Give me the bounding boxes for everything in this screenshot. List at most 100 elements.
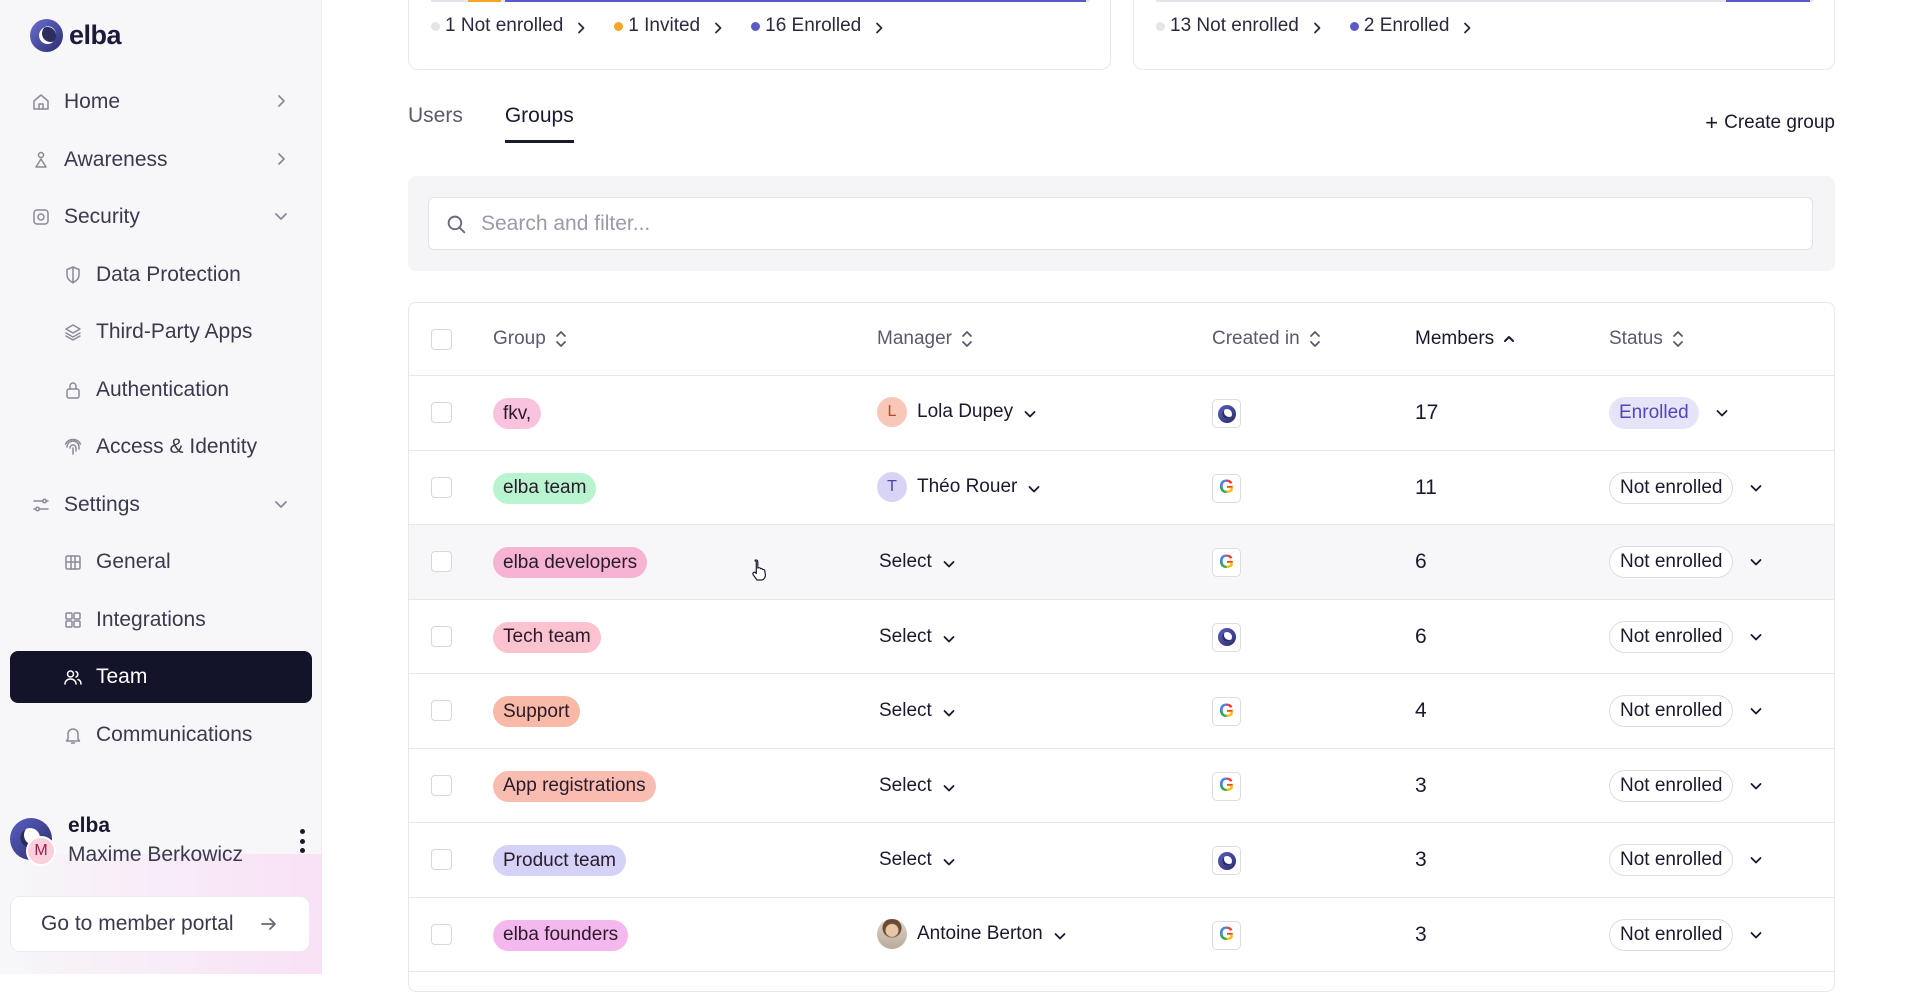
sidebar-item-awareness[interactable]: Awareness xyxy=(10,134,312,186)
chevron-down-icon xyxy=(942,853,956,867)
member-count: 4 xyxy=(1415,699,1427,722)
status-select[interactable]: Not enrolled xyxy=(1609,769,1763,802)
sidebar-item-label: Team xyxy=(96,665,148,688)
search-input[interactable] xyxy=(481,211,1812,236)
enrollment-legend-label: 1 Invited xyxy=(628,15,701,36)
member-count: 6 xyxy=(1415,550,1427,573)
table-row[interactable]: Product team Select 3 Not enrolled xyxy=(409,823,1834,898)
table-row[interactable]: fkv, L Lola Dupey 17 Enrolled xyxy=(409,376,1834,451)
status-select[interactable]: Not enrolled xyxy=(1609,695,1763,727)
column-status[interactable]: Status xyxy=(1609,328,1685,350)
row-checkbox[interactable] xyxy=(431,402,452,423)
elba-icon xyxy=(1217,851,1236,870)
google-icon: G xyxy=(1219,700,1234,722)
group-name-pill: elba founders xyxy=(493,919,629,951)
sidebar-item-access-identity[interactable]: Access & Identity xyxy=(10,421,312,473)
google-icon: G xyxy=(1219,924,1234,945)
chevron-down-icon xyxy=(272,495,290,513)
row-checkbox[interactable] xyxy=(431,625,452,647)
enrollment-legend-item[interactable]: 1 Invited xyxy=(614,15,725,37)
table-row[interactable]: elba team T Théo Rouer G 11 Not enrolled xyxy=(409,451,1834,525)
sidebar-item-integrations[interactable]: Integrations xyxy=(10,594,312,646)
group-name-pill: elba developers xyxy=(493,547,648,578)
search-icon xyxy=(447,215,466,234)
enrollment-legend-item[interactable]: 13 Not enrolled xyxy=(1156,15,1324,37)
google-icon: G xyxy=(1219,775,1234,796)
sidebar-item-data-protection[interactable]: Data Protection xyxy=(10,249,312,301)
shield-icon xyxy=(62,264,84,286)
manager-select[interactable]: Select xyxy=(879,849,956,871)
search-box[interactable] xyxy=(428,197,1813,250)
sidebar-item-communications[interactable]: Communications xyxy=(10,709,312,761)
enrollment-legend-item[interactable]: 1 Not enrolled xyxy=(431,15,588,37)
manager-avatar: T xyxy=(877,471,907,502)
sidebar-item-label: Authentication xyxy=(96,377,230,401)
status-select[interactable]: Not enrolled xyxy=(1609,471,1763,504)
member-portal-label: Go to member portal xyxy=(41,912,234,935)
table-row[interactable]: App registrations Select G 3 Not enrolled xyxy=(409,749,1834,823)
status-select[interactable]: Not enrolled xyxy=(1609,844,1763,876)
elba-icon xyxy=(1217,404,1236,423)
manager-avatar: L xyxy=(877,397,907,427)
tab-groups[interactable]: Groups xyxy=(504,104,574,143)
sidebar-item-label: Data Protection xyxy=(96,262,241,286)
chevron-down-icon xyxy=(942,630,956,644)
manager-select[interactable]: T Théo Rouer xyxy=(877,471,1041,502)
create-group-button[interactable]: + Create group xyxy=(1705,112,1835,134)
sidebar-item-authentication[interactable]: Authentication xyxy=(10,364,312,416)
manager-select[interactable]: L Lola Dupey xyxy=(877,397,1037,427)
enrollment-legend-item[interactable]: 16 Enrolled xyxy=(751,15,886,37)
tab-users[interactable]: Users xyxy=(408,104,463,127)
manager-select[interactable]: Select xyxy=(879,626,956,648)
column-created-in[interactable]: Created in xyxy=(1212,328,1322,350)
member-portal-button[interactable]: Go to member portal xyxy=(10,896,310,952)
member-count: 3 xyxy=(1415,848,1427,871)
status-select[interactable]: Not enrolled xyxy=(1609,918,1763,951)
column-members[interactable]: Members xyxy=(1415,328,1516,350)
enrollment-legend-label: 13 Not enrolled xyxy=(1170,15,1299,36)
chevron-right-icon xyxy=(711,19,725,34)
manager-select[interactable]: Select xyxy=(879,775,956,797)
sidebar-item-settings[interactable]: Settings xyxy=(10,479,312,531)
group-name-pill: Product team xyxy=(493,845,626,876)
chevron-right-icon xyxy=(1460,19,1474,34)
sidebar-item-third-party-apps[interactable]: Third-Party Apps xyxy=(10,306,312,358)
table-row[interactable]: Support Select G 4 Not enrolled xyxy=(409,674,1834,749)
select-all-checkbox[interactable] xyxy=(431,329,452,350)
status-select[interactable]: Not enrolled xyxy=(1609,620,1763,653)
column-group-label: Group xyxy=(493,328,546,349)
sidebar-item-label: General xyxy=(96,550,171,573)
table-row[interactable]: elba founders Antoine Berton G 3 Not enrolle… xyxy=(409,898,1834,972)
table-row[interactable]: Tech team Select 6 Not enrolled xyxy=(409,600,1834,674)
row-checkbox[interactable] xyxy=(431,476,452,498)
group-name-pill: fkv, xyxy=(493,398,542,429)
status-select[interactable]: Not enrolled xyxy=(1609,546,1763,578)
row-checkbox[interactable] xyxy=(431,923,452,945)
row-checkbox[interactable] xyxy=(431,849,452,870)
column-manager[interactable]: Manager xyxy=(877,328,974,350)
row-checkbox[interactable] xyxy=(431,774,452,796)
row-checkbox[interactable] xyxy=(431,551,452,572)
elba-logo[interactable]: elba xyxy=(30,19,122,52)
sidebar-item-general[interactable]: General xyxy=(10,536,312,588)
column-manager-label: Manager xyxy=(877,328,952,349)
table-row[interactable]: elba developers Select G 6 Not enrolled xyxy=(409,525,1834,600)
sort-icon xyxy=(555,331,566,347)
sidebar-item-security[interactable]: Security xyxy=(10,191,312,243)
more-options-icon[interactable] xyxy=(292,826,312,856)
status-select[interactable]: Enrolled xyxy=(1609,397,1729,429)
row-checkbox[interactable] xyxy=(431,700,452,721)
user-profile[interactable]: M elba Maxime Berkowicz xyxy=(10,810,312,878)
manager-select[interactable]: Antoine Berton xyxy=(877,918,1067,949)
manager-name: Antoine Berton xyxy=(917,922,1043,944)
status-badge: Enrolled xyxy=(1609,397,1699,429)
sidebar-nav: Home Awareness Security Data Protection Thir… xyxy=(10,76,312,766)
sidebar-item-home[interactable]: Home xyxy=(10,76,312,128)
manager-select[interactable]: Select xyxy=(879,700,956,722)
sidebar-item-label: Integrations xyxy=(96,607,206,631)
chevron-down-icon xyxy=(942,779,956,793)
column-group[interactable]: Group xyxy=(493,328,568,350)
manager-select[interactable]: Select xyxy=(879,551,956,573)
enrollment-legend-item[interactable]: 2 Enrolled xyxy=(1349,15,1475,37)
sidebar-item-team[interactable]: Team xyxy=(10,651,312,703)
